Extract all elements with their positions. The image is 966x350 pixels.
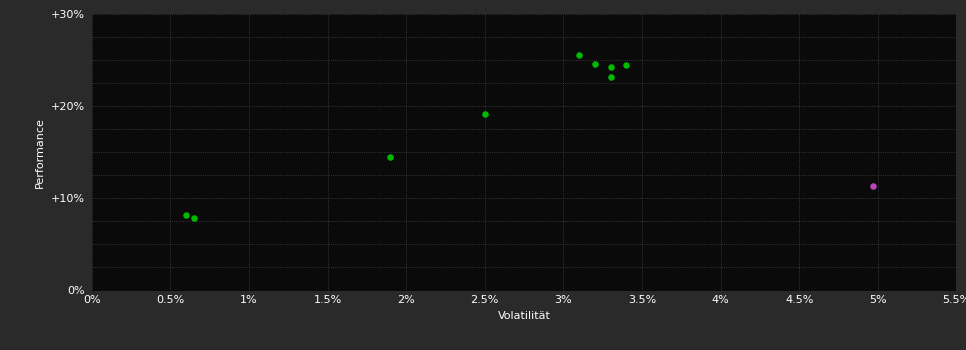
Point [603,74,618,79]
X-axis label: Volatilität: Volatilität [497,311,551,321]
Point [571,52,586,58]
Y-axis label: Performance: Performance [35,117,45,188]
Point [186,215,202,220]
Point [477,111,493,116]
Point [179,212,194,218]
Point [618,62,634,68]
Point [866,183,881,189]
Point [603,65,618,70]
Point [383,154,398,160]
Point [587,61,603,66]
